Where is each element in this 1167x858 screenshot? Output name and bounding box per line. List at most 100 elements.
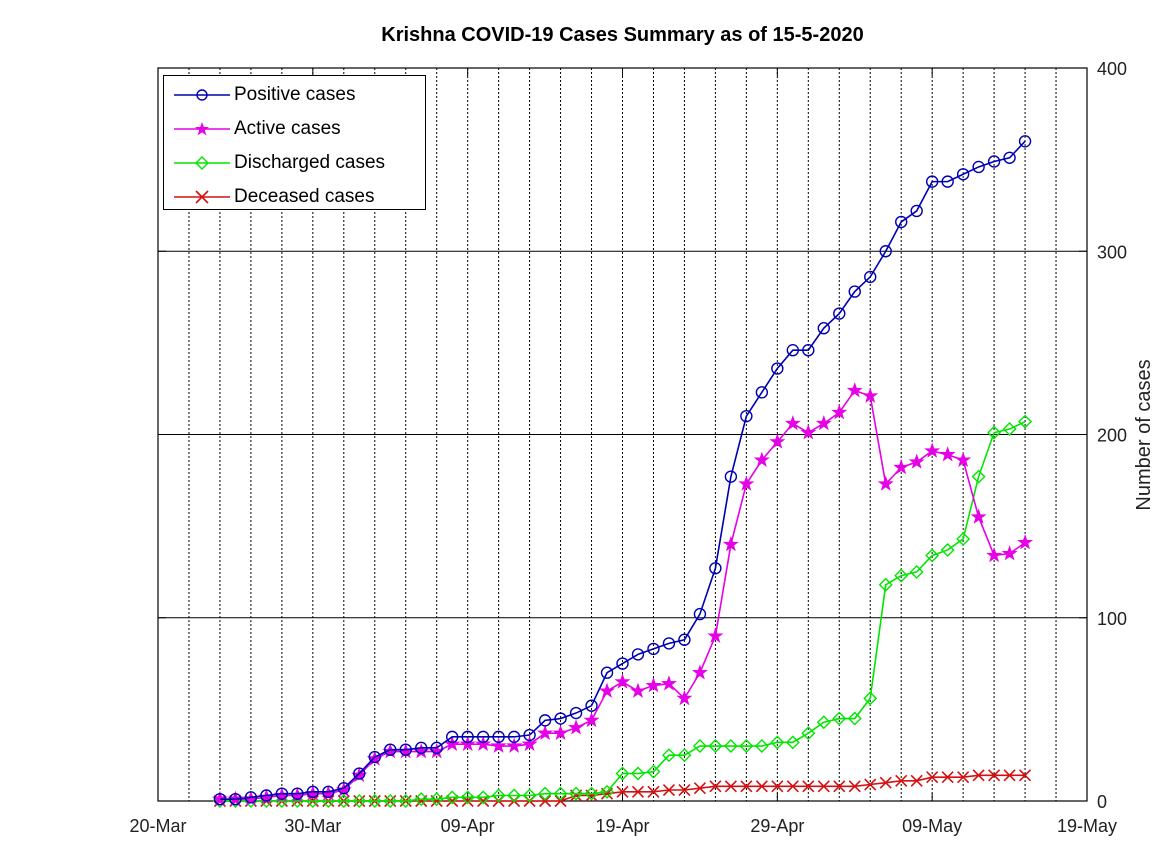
data-point-positive-cases bbox=[275, 787, 289, 800]
data-point-deceased-cases bbox=[1019, 769, 1032, 782]
data-point-discharged-cases bbox=[770, 735, 785, 750]
legend-item-active: Active cases bbox=[164, 114, 425, 144]
data-point-active-cases bbox=[722, 536, 739, 552]
legend-marker-positive bbox=[174, 89, 230, 101]
data-point-positive-cases bbox=[1018, 135, 1032, 148]
data-point-positive-cases bbox=[647, 642, 660, 656]
data-point-deceased-cases bbox=[910, 774, 923, 787]
data-point-deceased-cases bbox=[802, 780, 815, 793]
data-point-active-cases bbox=[738, 475, 755, 491]
data-point-positive-cases bbox=[244, 791, 258, 804]
data-point-positive-cases bbox=[415, 741, 428, 755]
data-point-positive-cases bbox=[1003, 151, 1016, 164]
data-point-active-cases bbox=[815, 415, 832, 431]
data-point-discharged-cases bbox=[1002, 422, 1017, 436]
data-point-active-cases bbox=[691, 664, 708, 680]
data-point-positive-cases bbox=[631, 648, 645, 661]
data-point-deceased-cases bbox=[554, 794, 567, 808]
data-point-discharged-cases bbox=[971, 469, 986, 484]
data-point-positive-cases bbox=[833, 307, 846, 320]
data-point-deceased-cases bbox=[539, 794, 552, 808]
x-tick-label: 30-Mar bbox=[284, 816, 341, 836]
data-point-discharged-cases bbox=[336, 794, 351, 808]
data-point-positive-cases bbox=[523, 728, 536, 742]
data-point-positive-cases bbox=[600, 666, 614, 679]
data-point-positive-cases bbox=[445, 730, 459, 744]
data-point-positive-cases bbox=[384, 743, 397, 756]
data-point-discharged-cases bbox=[677, 748, 692, 763]
data-point-discharged-cases bbox=[723, 739, 738, 754]
data-point-discharged-cases bbox=[909, 564, 924, 579]
data-point-positive-cases bbox=[399, 743, 412, 756]
data-point-deceased-cases bbox=[864, 778, 877, 791]
data-point-active-cases bbox=[846, 382, 863, 398]
axes bbox=[157, 67, 1088, 802]
data-point-positive-cases bbox=[987, 155, 1001, 168]
data-point-positive-cases bbox=[724, 470, 738, 483]
data-point-positive-cases bbox=[755, 386, 769, 399]
data-point-deceased-cases bbox=[662, 783, 676, 797]
data-point-discharged-cases bbox=[429, 792, 444, 807]
data-point-active-cases bbox=[784, 415, 801, 431]
data-point-discharged-cases bbox=[646, 764, 661, 779]
legend-marker-deceased bbox=[174, 190, 230, 204]
data-point-deceased-cases bbox=[941, 771, 954, 784]
data-point-positive-cases bbox=[895, 215, 908, 229]
data-point-positive-cases bbox=[941, 175, 954, 188]
data-point-active-cases bbox=[753, 451, 770, 467]
data-point-deceased-cases bbox=[709, 780, 722, 793]
data-point-positive-cases bbox=[569, 706, 583, 720]
data-point-discharged-cases bbox=[754, 739, 769, 754]
data-point-active-cases bbox=[490, 737, 507, 753]
data-point-discharged-cases bbox=[383, 794, 398, 808]
data-point-positive-cases bbox=[538, 714, 552, 727]
data-point-positive-cases bbox=[972, 160, 985, 174]
data-point-positive-cases bbox=[322, 785, 335, 799]
data-point-discharged-cases bbox=[538, 786, 553, 801]
legend-item-deceased: Deceased cases bbox=[164, 182, 425, 212]
data-point-positive-cases bbox=[678, 633, 691, 646]
data-point-positive-cases bbox=[709, 562, 722, 575]
data-point-deceased-cases bbox=[879, 776, 892, 789]
data-point-deceased-cases bbox=[895, 774, 908, 787]
data-point-deceased-cases bbox=[833, 780, 846, 793]
data-point-deceased-cases bbox=[988, 769, 1001, 782]
y-tick-label: 0 bbox=[1097, 792, 1107, 812]
data-point-positive-cases bbox=[740, 409, 753, 423]
data-point-active-cases bbox=[986, 547, 1003, 563]
data-point-active-cases bbox=[537, 724, 554, 741]
data-point-discharged-cases bbox=[801, 726, 816, 741]
x-tick-label: 09-May bbox=[902, 816, 962, 836]
series-layer bbox=[211, 135, 1034, 808]
data-point-discharged-cases bbox=[925, 548, 940, 563]
data-point-active-cases bbox=[769, 433, 786, 449]
data-point-active-cases bbox=[955, 451, 972, 467]
data-point-discharged-cases bbox=[863, 691, 878, 706]
data-point-active-cases bbox=[1017, 534, 1034, 550]
y-tick-label: 200 bbox=[1097, 426, 1127, 446]
data-point-deceased-cases bbox=[786, 780, 799, 793]
data-point-active-cases bbox=[614, 673, 631, 689]
data-point-discharged-cases bbox=[692, 739, 707, 754]
data-point-positive-cases bbox=[585, 699, 598, 712]
data-point-discharged-cases bbox=[987, 425, 1002, 440]
x-tick-label: 19-Apr bbox=[595, 816, 649, 836]
chart-title: Krishna COVID-19 Cases Summary as of 15-… bbox=[381, 24, 864, 46]
data-point-active-cases bbox=[1001, 545, 1018, 561]
data-point-active-cases bbox=[552, 724, 569, 741]
data-point-discharged-cases bbox=[661, 748, 676, 763]
data-point-discharged-cases bbox=[894, 568, 909, 583]
legend-label-discharged: Discharged cases bbox=[234, 152, 386, 173]
data-point-active-cases bbox=[939, 446, 956, 462]
data-point-active-cases bbox=[862, 387, 879, 403]
data-point-active-cases bbox=[459, 735, 476, 752]
data-point-active-cases bbox=[599, 682, 616, 698]
data-point-discharged-cases bbox=[491, 788, 506, 803]
data-point-active-cases bbox=[444, 735, 461, 752]
data-point-active-cases bbox=[583, 711, 600, 728]
data-point-active-cases bbox=[908, 453, 925, 469]
data-point-deceased-cases bbox=[647, 785, 660, 798]
y-axis-label: Number of cases bbox=[1133, 359, 1155, 511]
tick-labels: 20-Mar 30-Mar 09-Apr 19-Apr 29-Apr 09-May 19-M… bbox=[129, 59, 1127, 836]
